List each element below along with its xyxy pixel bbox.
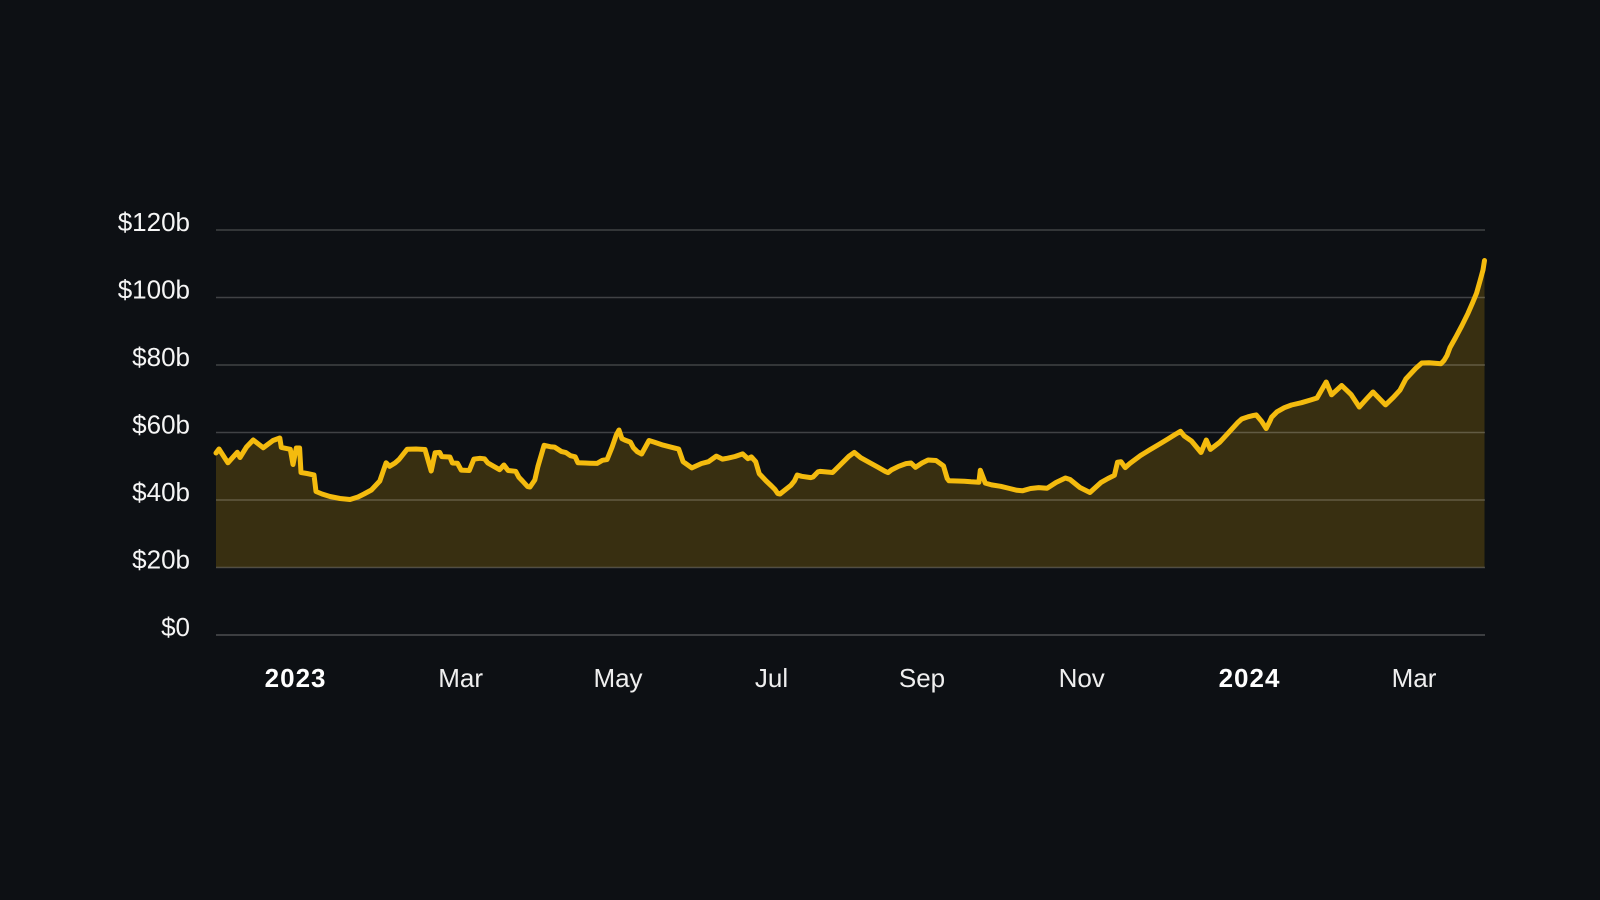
svg-text:Jul: Jul [755, 663, 788, 693]
svg-text:$20b: $20b [132, 545, 190, 575]
svg-text:$40b: $40b [132, 477, 190, 507]
svg-text:$80b: $80b [132, 342, 190, 372]
svg-text:$100b: $100b [118, 275, 190, 305]
svg-text:$60b: $60b [132, 410, 190, 440]
svg-text:May: May [593, 663, 642, 693]
svg-text:Nov: Nov [1059, 663, 1105, 693]
svg-text:Mar: Mar [1392, 663, 1437, 693]
svg-text:Mar: Mar [438, 663, 483, 693]
svg-text:2023: 2023 [265, 663, 327, 693]
svg-text:$120b: $120b [118, 207, 190, 237]
svg-text:$0: $0 [161, 612, 190, 642]
svg-text:2024: 2024 [1219, 663, 1281, 693]
svg-text:Sep: Sep [899, 663, 945, 693]
